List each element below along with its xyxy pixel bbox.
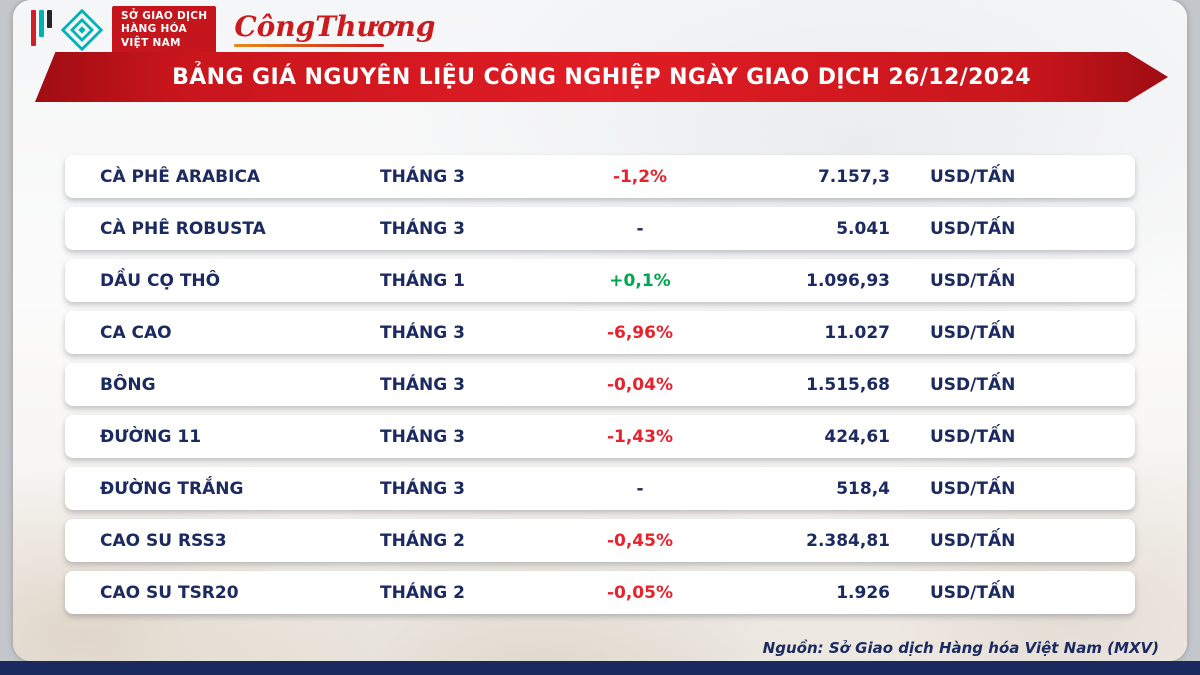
price-unit: USD/TẤN <box>930 218 1016 239</box>
price-value: 2.384,81 <box>806 530 890 551</box>
commodity-name: CÀ PHÊ ARABICA <box>100 166 261 187</box>
price-change: - <box>636 218 644 239</box>
price-unit: USD/TẤN <box>930 270 1016 291</box>
color-bar <box>39 10 44 37</box>
price-unit: USD/TẤN <box>930 374 1016 395</box>
commodity-name: ĐƯỜNG 11 <box>100 426 202 447</box>
table-row: CÀ PHÊ ROBUSTA THÁNG 3 - 5.041 USD/TẤN <box>65 207 1135 250</box>
price-value: 1.515,68 <box>806 374 890 395</box>
price-value: 7.157,3 <box>817 166 890 187</box>
contract-month: THÁNG 3 <box>380 218 465 239</box>
table-row: CAO SU TSR20 THÁNG 2 -0,05% 1.926 USD/TẤ… <box>65 571 1135 614</box>
congthuong-logo-underline <box>234 44 385 47</box>
mxv-logo-line: HÀNG HÓA <box>121 23 187 36</box>
price-unit: USD/TẤN <box>930 582 1016 603</box>
table-row: CA CAO THÁNG 3 -6,96% 11.027 USD/TẤN <box>65 311 1135 354</box>
mxv-logo-line: VIỆT NAM <box>121 36 181 49</box>
mxv-logo-text: SỞ GIAO DỊCH HÀNG HÓA VIỆT NAM <box>112 5 217 55</box>
table-row: ĐƯỜNG 11 THÁNG 3 -1,43% 424,61 USD/TẤN <box>65 415 1135 458</box>
commodity-name: CAO SU TSR20 <box>100 582 239 603</box>
price-value: 1.926 <box>836 582 890 603</box>
price-table: CÀ PHÊ ARABICA THÁNG 3 -1,2% 7.157,3 USD… <box>65 155 1135 623</box>
contract-month: THÁNG 2 <box>380 530 465 551</box>
contract-month: THÁNG 3 <box>380 166 465 187</box>
contract-month: THÁNG 3 <box>380 478 465 499</box>
price-unit: USD/TẤN <box>930 166 1016 187</box>
source-note: Nguồn: Sở Giao dịch Hàng hóa Việt Nam (M… <box>762 639 1159 657</box>
price-value: 518,4 <box>836 478 890 499</box>
contract-month: THÁNG 2 <box>380 582 465 603</box>
commodity-name: CAO SU RSS3 <box>100 530 227 551</box>
price-unit: USD/TẤN <box>930 426 1016 447</box>
commodity-name: DẦU CỌ THÔ <box>100 270 221 291</box>
contract-month: THÁNG 3 <box>380 374 465 395</box>
price-unit: USD/TẤN <box>930 478 1016 499</box>
price-value: 5.041 <box>836 218 890 239</box>
color-bar <box>47 10 52 28</box>
price-change: -1,43% <box>606 426 674 447</box>
mxv-diamond-icon <box>60 8 104 52</box>
content-card: SỞ GIAO DỊCH HÀNG HÓA VIỆT NAM CôngThươn… <box>13 0 1187 661</box>
brand-color-bars <box>31 10 52 50</box>
price-unit: USD/TẤN <box>930 322 1016 343</box>
commodity-name: BÔNG <box>100 374 156 395</box>
contract-month: THÁNG 1 <box>380 270 465 291</box>
table-row: CÀ PHÊ ARABICA THÁNG 3 -1,2% 7.157,3 USD… <box>65 155 1135 198</box>
price-value: 1.096,93 <box>806 270 890 291</box>
price-unit: USD/TẤN <box>930 530 1016 551</box>
table-row: BÔNG THÁNG 3 -0,04% 1.515,68 USD/TẤN <box>65 363 1135 406</box>
commodity-name: ĐƯỜNG TRẮNG <box>100 478 244 499</box>
price-value: 424,61 <box>824 426 890 447</box>
table-row: CAO SU RSS3 THÁNG 2 -0,45% 2.384,81 USD/… <box>65 519 1135 562</box>
price-change: -6,96% <box>606 322 674 343</box>
congthuong-logo-text: CôngThương <box>234 10 436 43</box>
price-change: -1,2% <box>612 166 668 187</box>
commodity-name: CÀ PHÊ ROBUSTA <box>100 218 266 239</box>
title-banner: BẢNG GIÁ NGUYÊN LIỆU CÔNG NGHIỆP NGÀY GI… <box>35 52 1168 102</box>
price-change: +0,1% <box>609 270 671 291</box>
price-change: - <box>636 478 644 499</box>
bottom-bar <box>0 661 1200 675</box>
mxv-logo-line: SỞ GIAO DỊCH <box>121 9 208 22</box>
contract-month: THÁNG 3 <box>380 322 465 343</box>
header-logos: SỞ GIAO DỊCH HÀNG HÓA VIỆT NAM CôngThươn… <box>31 5 435 55</box>
color-bar <box>31 10 36 46</box>
price-value: 11.027 <box>824 322 890 343</box>
congthuong-logo: CôngThương <box>234 13 435 47</box>
table-row: ĐƯỜNG TRẮNG THÁNG 3 - 518,4 USD/TẤN <box>65 467 1135 510</box>
price-change: -0,05% <box>606 582 674 603</box>
table-row: DẦU CỌ THÔ THÁNG 1 +0,1% 1.096,93 USD/TẤ… <box>65 259 1135 302</box>
page-title: BẢNG GIÁ NGUYÊN LIỆU CÔNG NGHIỆP NGÀY GI… <box>172 64 1031 90</box>
commodity-name: CA CAO <box>100 322 172 343</box>
price-change: -0,04% <box>606 374 674 395</box>
price-change: -0,45% <box>606 530 674 551</box>
contract-month: THÁNG 3 <box>380 426 465 447</box>
